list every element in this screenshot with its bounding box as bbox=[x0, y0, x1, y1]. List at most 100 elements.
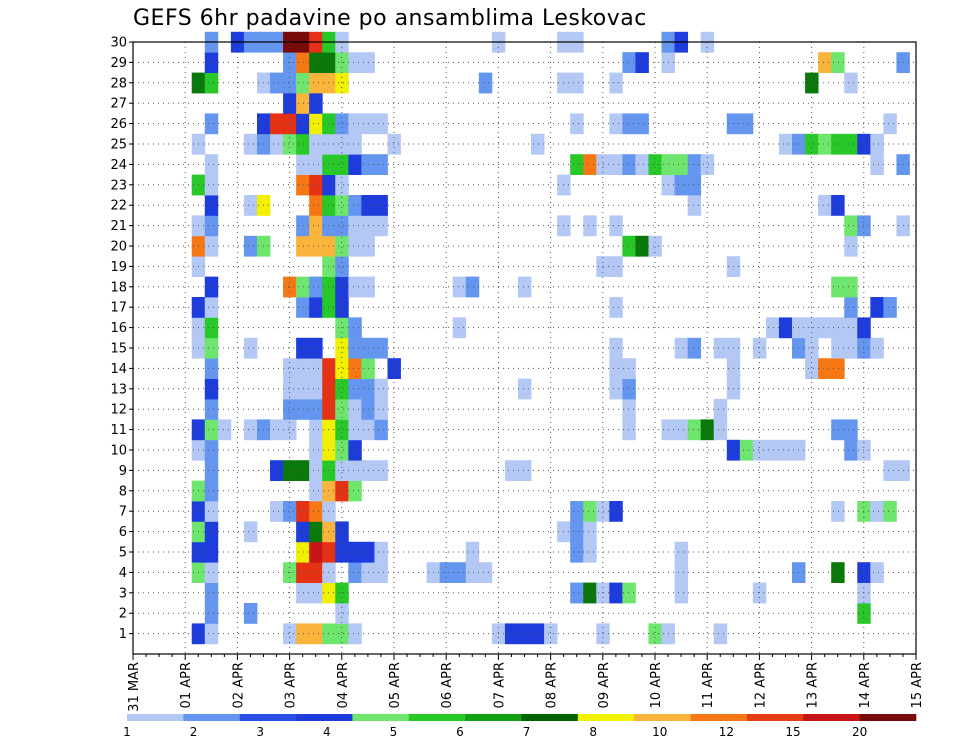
y-tick-label: 3 bbox=[119, 586, 127, 601]
heatmap-cell bbox=[609, 215, 623, 237]
heatmap-cell bbox=[478, 72, 493, 94]
heatmap-cell bbox=[309, 215, 323, 237]
heatmap-cell bbox=[335, 113, 349, 135]
heatmap-cell bbox=[204, 378, 219, 400]
colorbar-swatch bbox=[634, 714, 691, 721]
heatmap-cell bbox=[752, 439, 767, 461]
y-tick-label: 4 bbox=[119, 566, 127, 581]
heatmap-cell bbox=[635, 113, 649, 135]
heatmap-cell bbox=[648, 154, 662, 175]
heatmap-cell bbox=[870, 154, 884, 175]
x-tick-label: 09 APR bbox=[597, 662, 612, 708]
heatmap-cell bbox=[309, 235, 323, 257]
heatmap-cell bbox=[687, 195, 702, 216]
heatmap-cell bbox=[844, 337, 858, 359]
heatmap-cell bbox=[204, 113, 219, 135]
heatmap-cell bbox=[296, 215, 310, 237]
heatmap-cell bbox=[713, 419, 728, 441]
heatmap-cell bbox=[204, 195, 219, 216]
heatmap-cell bbox=[374, 541, 388, 563]
heatmap-cell bbox=[348, 337, 362, 359]
heatmap-cell bbox=[870, 337, 884, 359]
heatmap-cell bbox=[674, 541, 689, 563]
heatmap-cell bbox=[309, 52, 323, 73]
heatmap-cell bbox=[687, 419, 702, 441]
heatmap-cell bbox=[335, 133, 349, 155]
heatmap-cell bbox=[296, 521, 310, 543]
colorbar-label: 20 bbox=[852, 725, 867, 739]
heatmap-cell bbox=[309, 419, 323, 441]
heatmap-cell bbox=[844, 317, 858, 339]
x-tick-label: 13 APR bbox=[806, 662, 821, 708]
heatmap-cell bbox=[296, 276, 310, 298]
heatmap-cell bbox=[204, 562, 219, 583]
heatmap-cell bbox=[348, 562, 362, 583]
heatmap-cell bbox=[374, 113, 388, 135]
heatmap-cell bbox=[805, 337, 819, 359]
heatmap-cell bbox=[309, 174, 323, 196]
heatmap-cell bbox=[752, 337, 767, 359]
heatmap-cell bbox=[713, 399, 728, 420]
y-tick-label: 15 bbox=[110, 342, 127, 357]
heatmap-cell bbox=[374, 562, 388, 583]
x-tick-label: 14 APR bbox=[858, 662, 873, 708]
heatmap-cell bbox=[348, 541, 362, 563]
heatmap-cell bbox=[309, 195, 323, 216]
colorbar-label: 12 bbox=[719, 725, 734, 739]
heatmap-cell bbox=[348, 52, 362, 73]
heatmap-cell bbox=[296, 154, 310, 175]
heatmap-cell bbox=[452, 317, 467, 339]
y-tick-label: 5 bbox=[119, 546, 127, 561]
heatmap-cell bbox=[778, 133, 793, 155]
heatmap-cell bbox=[296, 297, 310, 318]
heatmap-cell bbox=[335, 480, 349, 502]
heatmap-cell bbox=[609, 337, 623, 359]
heatmap-cell bbox=[309, 541, 323, 563]
heatmap-cell bbox=[335, 195, 349, 216]
colorbar-label: 10 bbox=[652, 725, 667, 739]
heatmap-cell bbox=[609, 256, 623, 277]
x-tick-label: 10 APR bbox=[649, 662, 664, 708]
heatmap-cell bbox=[504, 623, 519, 645]
heatmap-cell bbox=[844, 215, 858, 237]
heatmap-cell bbox=[309, 337, 323, 359]
heatmap-cell bbox=[818, 358, 832, 379]
heatmap-cell bbox=[348, 195, 362, 216]
heatmap-cell bbox=[348, 276, 362, 298]
heatmap-cell bbox=[348, 399, 362, 420]
heatmap-cell bbox=[374, 460, 388, 481]
heatmap-cell bbox=[270, 460, 284, 481]
heatmap-cell bbox=[270, 113, 284, 135]
colorbar-swatch bbox=[352, 714, 410, 721]
y-tick-label: 22 bbox=[110, 199, 127, 214]
heatmap-cell bbox=[700, 154, 715, 175]
heatmap-cell bbox=[270, 133, 284, 155]
heatmap-cell bbox=[204, 235, 219, 257]
y-tick-label: 25 bbox=[110, 138, 127, 153]
chart-title: GEFS 6hr padavine po ansamblima Leskovac bbox=[133, 6, 647, 31]
colorbar-swatch bbox=[746, 714, 804, 721]
heatmap-cell bbox=[296, 378, 310, 400]
heatmap-cell bbox=[335, 256, 349, 277]
heatmap-cell bbox=[622, 235, 636, 257]
heatmap-cell bbox=[348, 419, 362, 441]
heatmap-cell bbox=[870, 297, 884, 318]
heatmap-cell bbox=[348, 378, 362, 400]
heatmap-cell bbox=[309, 501, 323, 522]
y-tick-label: 29 bbox=[110, 56, 127, 71]
heatmap-cell bbox=[296, 337, 310, 359]
heatmap-cell bbox=[387, 358, 401, 379]
heatmap-cell bbox=[870, 501, 884, 522]
heatmap-cell bbox=[243, 419, 258, 441]
heatmap-cell bbox=[283, 93, 297, 114]
heatmap-cell bbox=[309, 378, 323, 400]
heatmap-cell bbox=[857, 603, 871, 624]
y-tick-label: 27 bbox=[110, 97, 127, 112]
heatmap-cell bbox=[296, 623, 310, 645]
heatmap-cell bbox=[674, 174, 689, 196]
heatmap-cell bbox=[296, 113, 310, 135]
heatmap-cell bbox=[374, 337, 388, 359]
colorbar-label: 1 bbox=[123, 725, 131, 739]
heatmap-cell bbox=[348, 439, 362, 461]
heatmap-cell bbox=[609, 113, 623, 135]
